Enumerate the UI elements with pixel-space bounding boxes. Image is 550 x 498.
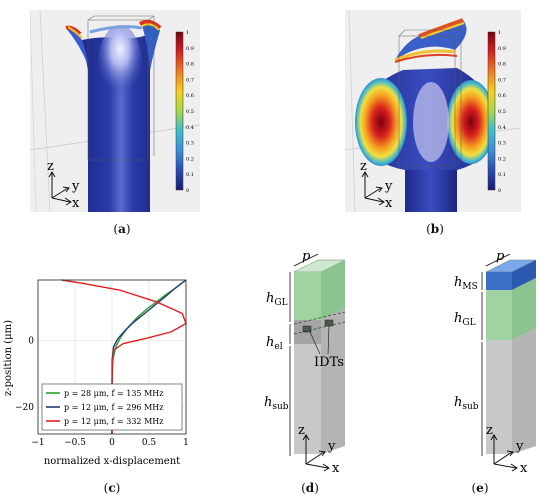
x-tick-label: −1 xyxy=(31,438,44,448)
chart-legend: p = 28 μm, f = 135 MHz p = 12 μm, f = 296… xyxy=(41,383,183,431)
colorbar-b xyxy=(487,31,496,191)
axis-z-label: z xyxy=(360,159,367,174)
axis-x-label: x xyxy=(385,196,393,211)
axes-triad-b xyxy=(361,171,385,206)
x-tick-label: 1 xyxy=(183,438,189,448)
y-axis-label: z-position (μm) xyxy=(3,320,14,396)
colorbar-tick: 0.1 xyxy=(498,172,506,178)
simulation-image-b: z y x 1 0.9 0.8 0.7 0.6 0.5 0.4 0.3 0.2 0.1 0 xyxy=(345,10,521,212)
axis-y-label: y xyxy=(327,439,336,454)
colorbar-tick: 1 xyxy=(498,30,501,36)
legend-box xyxy=(41,383,183,431)
x-tick-label: −0.5 xyxy=(64,438,86,448)
legend-entry: p = 12 μm, f = 332 MHz xyxy=(64,417,163,426)
colorbar-ticks-a: 1 0.9 0.8 0.7 0.6 0.5 0.4 0.3 0.2 0.1 0 xyxy=(186,30,194,194)
colorbar-tick: 1 xyxy=(186,30,189,36)
colorbar-a xyxy=(175,31,184,191)
colorbar-tick: 0.6 xyxy=(498,93,506,99)
colorbar-tick: 0.6 xyxy=(186,93,194,99)
x-tick-label: 0.5 xyxy=(142,438,157,448)
pitch-label: p xyxy=(302,250,311,264)
colorbar-tick: 0.4 xyxy=(498,125,506,131)
colorbar-tick: 0.5 xyxy=(498,109,506,115)
axis-z-label: z xyxy=(47,159,54,174)
y-tick-label: 0 xyxy=(28,336,34,346)
x-axis-label: normalized x-displacement xyxy=(44,456,180,467)
colorbar-tick: 0.2 xyxy=(186,156,194,162)
colorbar-tick: 0.7 xyxy=(186,77,194,83)
caption-c: (c) xyxy=(103,481,121,495)
h-gl-label: hGL xyxy=(266,291,288,308)
layer-schematic-e: p hMS hGL hsub z y x xyxy=(454,250,537,475)
colorbar-tick: 0.1 xyxy=(186,172,194,178)
colorbar-tick: 0.9 xyxy=(498,46,506,52)
pitch-label: p xyxy=(496,250,505,264)
x-tick-label: 0 xyxy=(109,438,115,448)
simulation-image-a: z y x 1 0.9 0.8 0.7 0.6 0.5 0.4 0.3 0.2 0.1 0 xyxy=(30,10,200,212)
axis-y-label: y xyxy=(71,179,80,194)
colorbar-tick: 0.7 xyxy=(498,77,506,83)
colorbar-ticks-b: 1 0.9 0.8 0.7 0.6 0.5 0.4 0.3 0.2 0.1 0 xyxy=(498,30,506,194)
colorbar-tick: 0 xyxy=(186,188,189,194)
h-gl-label: hGL xyxy=(454,311,476,328)
legend-entry: p = 12 μm, f = 296 MHz xyxy=(64,403,163,412)
colorbar-tick: 0.2 xyxy=(498,156,506,162)
colorbar-tick: 0.8 xyxy=(498,62,506,68)
axis-x-label: x xyxy=(332,461,340,475)
layer-schematic-d: p hGL hel IDTs hsub z y x xyxy=(264,250,346,475)
axis-x-label: x xyxy=(72,196,80,211)
legend-entry: p = 28 μm, f = 135 MHz xyxy=(64,389,163,398)
axis-z-label: z xyxy=(298,423,305,438)
colorbar-tick: 0.8 xyxy=(186,62,194,68)
colorbar-tick: 0.5 xyxy=(186,109,194,115)
h-sub-label: hsub xyxy=(264,395,289,412)
displacement-chart: −1 −0.5 0 0.5 1 0 −20 normalized x-displaceme… xyxy=(3,279,189,467)
h-sub-label: hsub xyxy=(454,395,479,412)
caption-d: (d) xyxy=(301,481,319,495)
axis-y-label: y xyxy=(384,179,393,194)
axis-y-label: y xyxy=(515,439,524,454)
caption-a: (a) xyxy=(113,222,131,236)
idts-label: IDTs xyxy=(314,355,344,370)
h-el-label: hel xyxy=(266,335,283,352)
axis-z-label: z xyxy=(486,423,493,438)
axis-x-label: x xyxy=(520,461,528,475)
h-ms-label: hMS xyxy=(454,275,478,292)
colorbar-tick: 0.3 xyxy=(498,141,506,147)
caption-b: (b) xyxy=(426,222,444,236)
colorbar-tick: 0.4 xyxy=(186,125,194,131)
caption-e: (e) xyxy=(471,481,489,495)
axes-triad-a xyxy=(48,171,72,206)
series-line-3 xyxy=(61,279,187,435)
y-tick-label: −20 xyxy=(15,403,34,413)
colorbar-tick: 0.9 xyxy=(186,46,194,52)
colorbar-tick: 0 xyxy=(498,188,501,194)
colorbar-tick: 0.3 xyxy=(186,141,194,147)
